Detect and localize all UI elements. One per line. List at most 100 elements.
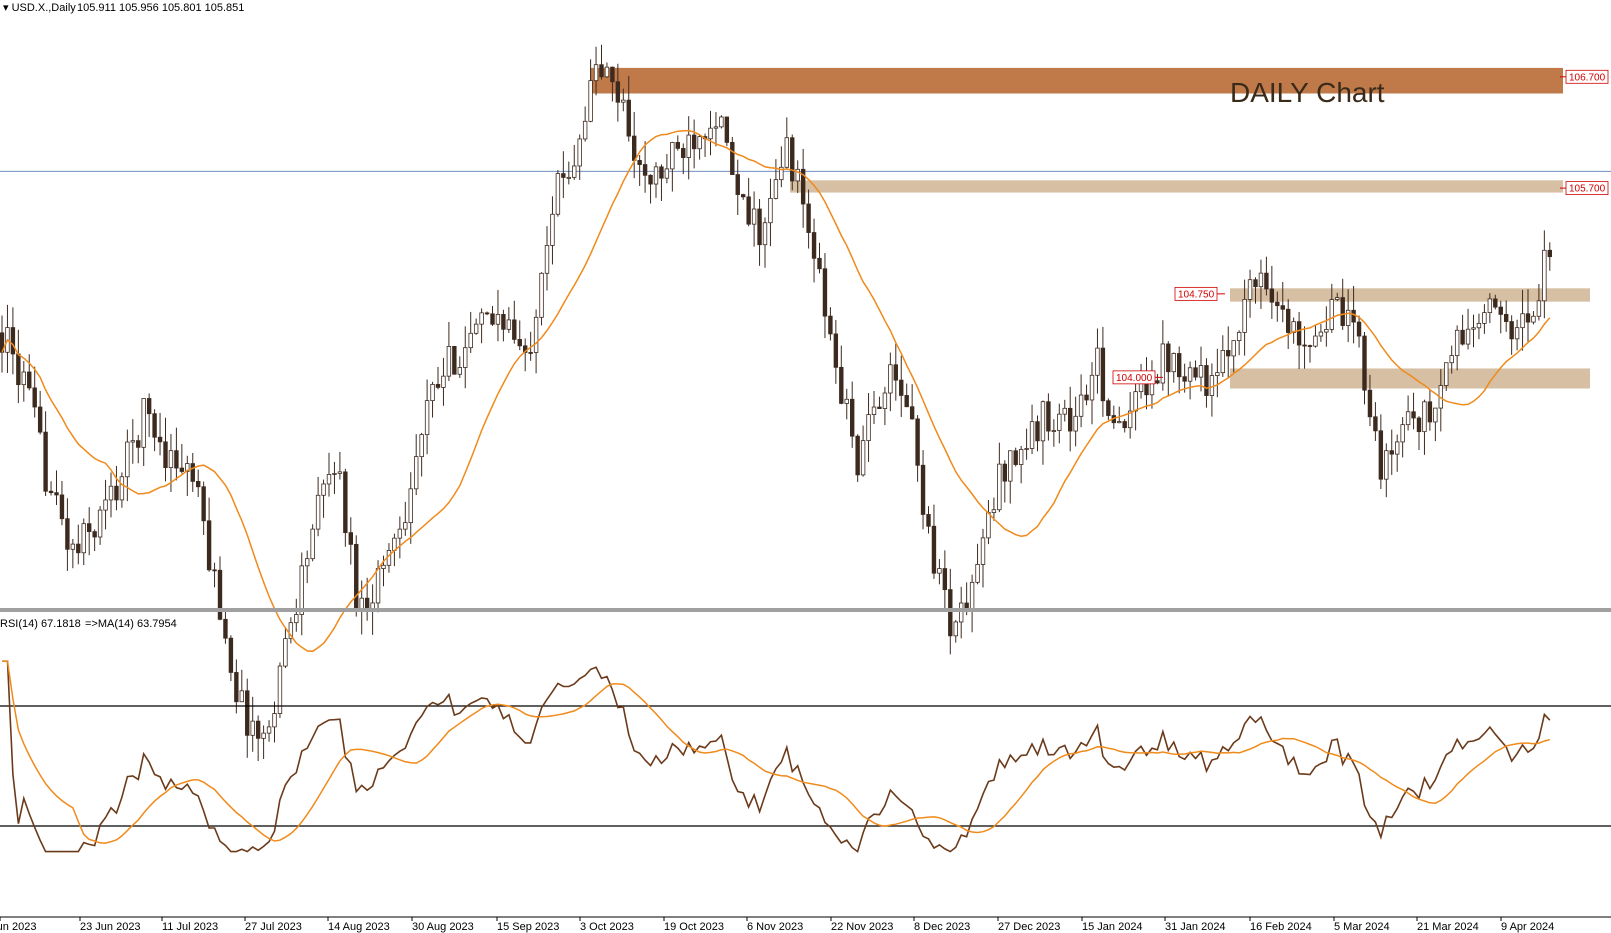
candle <box>283 627 288 669</box>
candle <box>1264 256 1269 296</box>
candle <box>1345 289 1351 343</box>
candle <box>893 343 898 401</box>
candle <box>909 384 915 420</box>
candle <box>1433 407 1438 442</box>
x-tick-label: 31 Jan 2024 <box>1165 921 1226 933</box>
candle <box>768 178 773 247</box>
candle <box>670 141 675 192</box>
candle <box>10 307 16 375</box>
candle <box>899 355 904 418</box>
candle <box>490 306 495 326</box>
candle <box>561 151 566 198</box>
rsi-header-label: RSI(14) 67.1818 <box>0 618 81 630</box>
candle <box>1313 324 1318 348</box>
candle <box>234 659 239 714</box>
candle <box>544 226 550 291</box>
candle <box>1482 304 1487 334</box>
candle <box>1389 429 1394 475</box>
candle <box>1465 308 1471 350</box>
candle <box>708 110 713 156</box>
candle <box>937 559 942 585</box>
candle <box>926 506 931 534</box>
candle <box>299 552 304 636</box>
candle <box>473 318 479 335</box>
candle <box>37 390 43 435</box>
candle <box>0 315 5 373</box>
candle <box>1367 374 1373 427</box>
candle <box>92 529 97 552</box>
candle <box>223 610 228 644</box>
level-tag-104.000: 104.000 <box>1112 370 1163 385</box>
x-tick-label: 21 Mar 2024 <box>1417 921 1479 933</box>
candle <box>1422 399 1427 455</box>
x-tick-label: 30 Aug 2023 <box>412 921 474 933</box>
candle <box>1160 320 1166 391</box>
candle <box>653 162 659 198</box>
chart-header-symbol: ▾ USD.X.,Daily <box>3 2 76 14</box>
candle <box>108 472 114 518</box>
candle <box>326 452 332 497</box>
candle <box>1454 325 1460 371</box>
candle <box>1029 404 1035 455</box>
candle <box>1335 292 1340 301</box>
candle <box>125 429 130 502</box>
candle <box>871 391 877 425</box>
candle <box>588 59 593 123</box>
candle <box>566 161 571 185</box>
candle <box>1100 326 1106 417</box>
x-tick-label: 19 Oct 2023 <box>664 921 724 933</box>
candle <box>604 62 610 78</box>
candle <box>615 63 621 122</box>
candle <box>681 143 686 175</box>
candle <box>228 635 234 682</box>
candle <box>403 501 408 536</box>
support-resistance-zones <box>590 67 1590 389</box>
candle <box>1356 315 1362 348</box>
candle <box>206 497 212 572</box>
candle <box>397 516 403 559</box>
x-tick-label: 11 Jul 2023 <box>162 921 218 933</box>
candle <box>828 307 833 341</box>
x-tick-label: 5 Mar 2024 <box>1334 921 1390 933</box>
candle <box>446 321 452 381</box>
candle <box>81 518 86 566</box>
candle <box>501 309 506 342</box>
candle <box>1329 283 1334 333</box>
candle <box>648 174 653 204</box>
candle <box>806 189 811 249</box>
candle <box>1395 434 1400 472</box>
x-tick-label: 15 Jan 2024 <box>1082 921 1143 933</box>
candle <box>185 455 190 496</box>
candle <box>212 562 217 588</box>
candle <box>1166 341 1171 396</box>
candle <box>855 434 860 482</box>
candle <box>1177 346 1182 394</box>
candle <box>1247 269 1253 318</box>
candle <box>572 144 577 180</box>
candle <box>288 617 294 644</box>
candle <box>27 354 32 391</box>
candle <box>1106 398 1111 421</box>
candle <box>266 720 272 742</box>
candle <box>1236 330 1242 356</box>
candle <box>354 535 359 617</box>
candle <box>991 497 997 521</box>
candle <box>1514 319 1520 351</box>
x-tick-label: 15 Sep 2023 <box>497 921 559 933</box>
x-tick-label: 16 Feb 2024 <box>1250 921 1312 933</box>
candle <box>1095 328 1100 394</box>
candle <box>54 470 59 506</box>
candle <box>719 115 724 129</box>
candle <box>762 217 768 268</box>
candle <box>904 383 909 408</box>
candle <box>255 715 261 762</box>
candle <box>70 538 76 569</box>
candle <box>1547 242 1552 271</box>
candle <box>942 550 948 608</box>
candle <box>261 725 266 760</box>
candle <box>1073 396 1078 447</box>
x-tick-label: 27 Dec 2023 <box>998 921 1060 933</box>
candle <box>1226 326 1231 379</box>
candle <box>277 662 283 718</box>
candle <box>337 451 343 480</box>
